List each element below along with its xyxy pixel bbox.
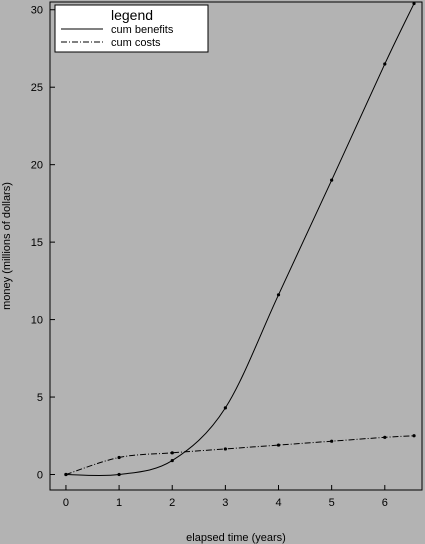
- y-tick-label: 10: [31, 315, 43, 327]
- x-tick-label: 5: [329, 497, 335, 509]
- data-point: [383, 62, 387, 66]
- data-point: [64, 472, 68, 477]
- series-line-2: [65, 435, 415, 475]
- legend-label: cum benefits: [111, 24, 174, 36]
- y-tick-label: 30: [31, 5, 43, 17]
- data-point: [276, 293, 281, 297]
- data-point: [223, 447, 227, 451]
- data-point: [117, 455, 121, 460]
- data-point: [412, 434, 416, 438]
- data-point: [412, 1, 416, 6]
- y-tick-label: 20: [31, 160, 43, 172]
- x-tick-label: 4: [275, 497, 281, 509]
- axes: 0 1 2 3 4 5 6 0 5 10 15 20 25 30: [31, 1, 423, 509]
- x-tick-label: 6: [382, 497, 388, 509]
- x-tick-label: 1: [116, 497, 122, 509]
- data-point: [223, 406, 227, 410]
- data-point: [170, 451, 174, 455]
- y-tick-label: 5: [37, 392, 43, 404]
- y-axis-label: money (millions of dollars): [1, 182, 13, 310]
- x-tick-label: 2: [169, 497, 175, 509]
- series-lines: [64, 1, 416, 477]
- legend-title: legend: [111, 7, 153, 23]
- y-tick-label: 0: [37, 470, 43, 482]
- y-tick-label: 15: [31, 237, 43, 249]
- data-point: [170, 458, 174, 463]
- x-axis-label: elapsed time (years): [186, 532, 286, 544]
- legend-label: cum costs: [111, 37, 161, 49]
- data-point: [383, 435, 387, 439]
- data-point: [276, 443, 281, 447]
- plot-frame: [49, 1, 423, 491]
- data-point: [330, 439, 334, 443]
- data-point: [330, 178, 334, 182]
- series-line-1: [65, 3, 415, 477]
- x-tick-label: 3: [222, 497, 228, 509]
- x-tick-label: 0: [63, 497, 69, 509]
- data-point: [117, 472, 121, 477]
- y-tick-label: 25: [31, 82, 43, 94]
